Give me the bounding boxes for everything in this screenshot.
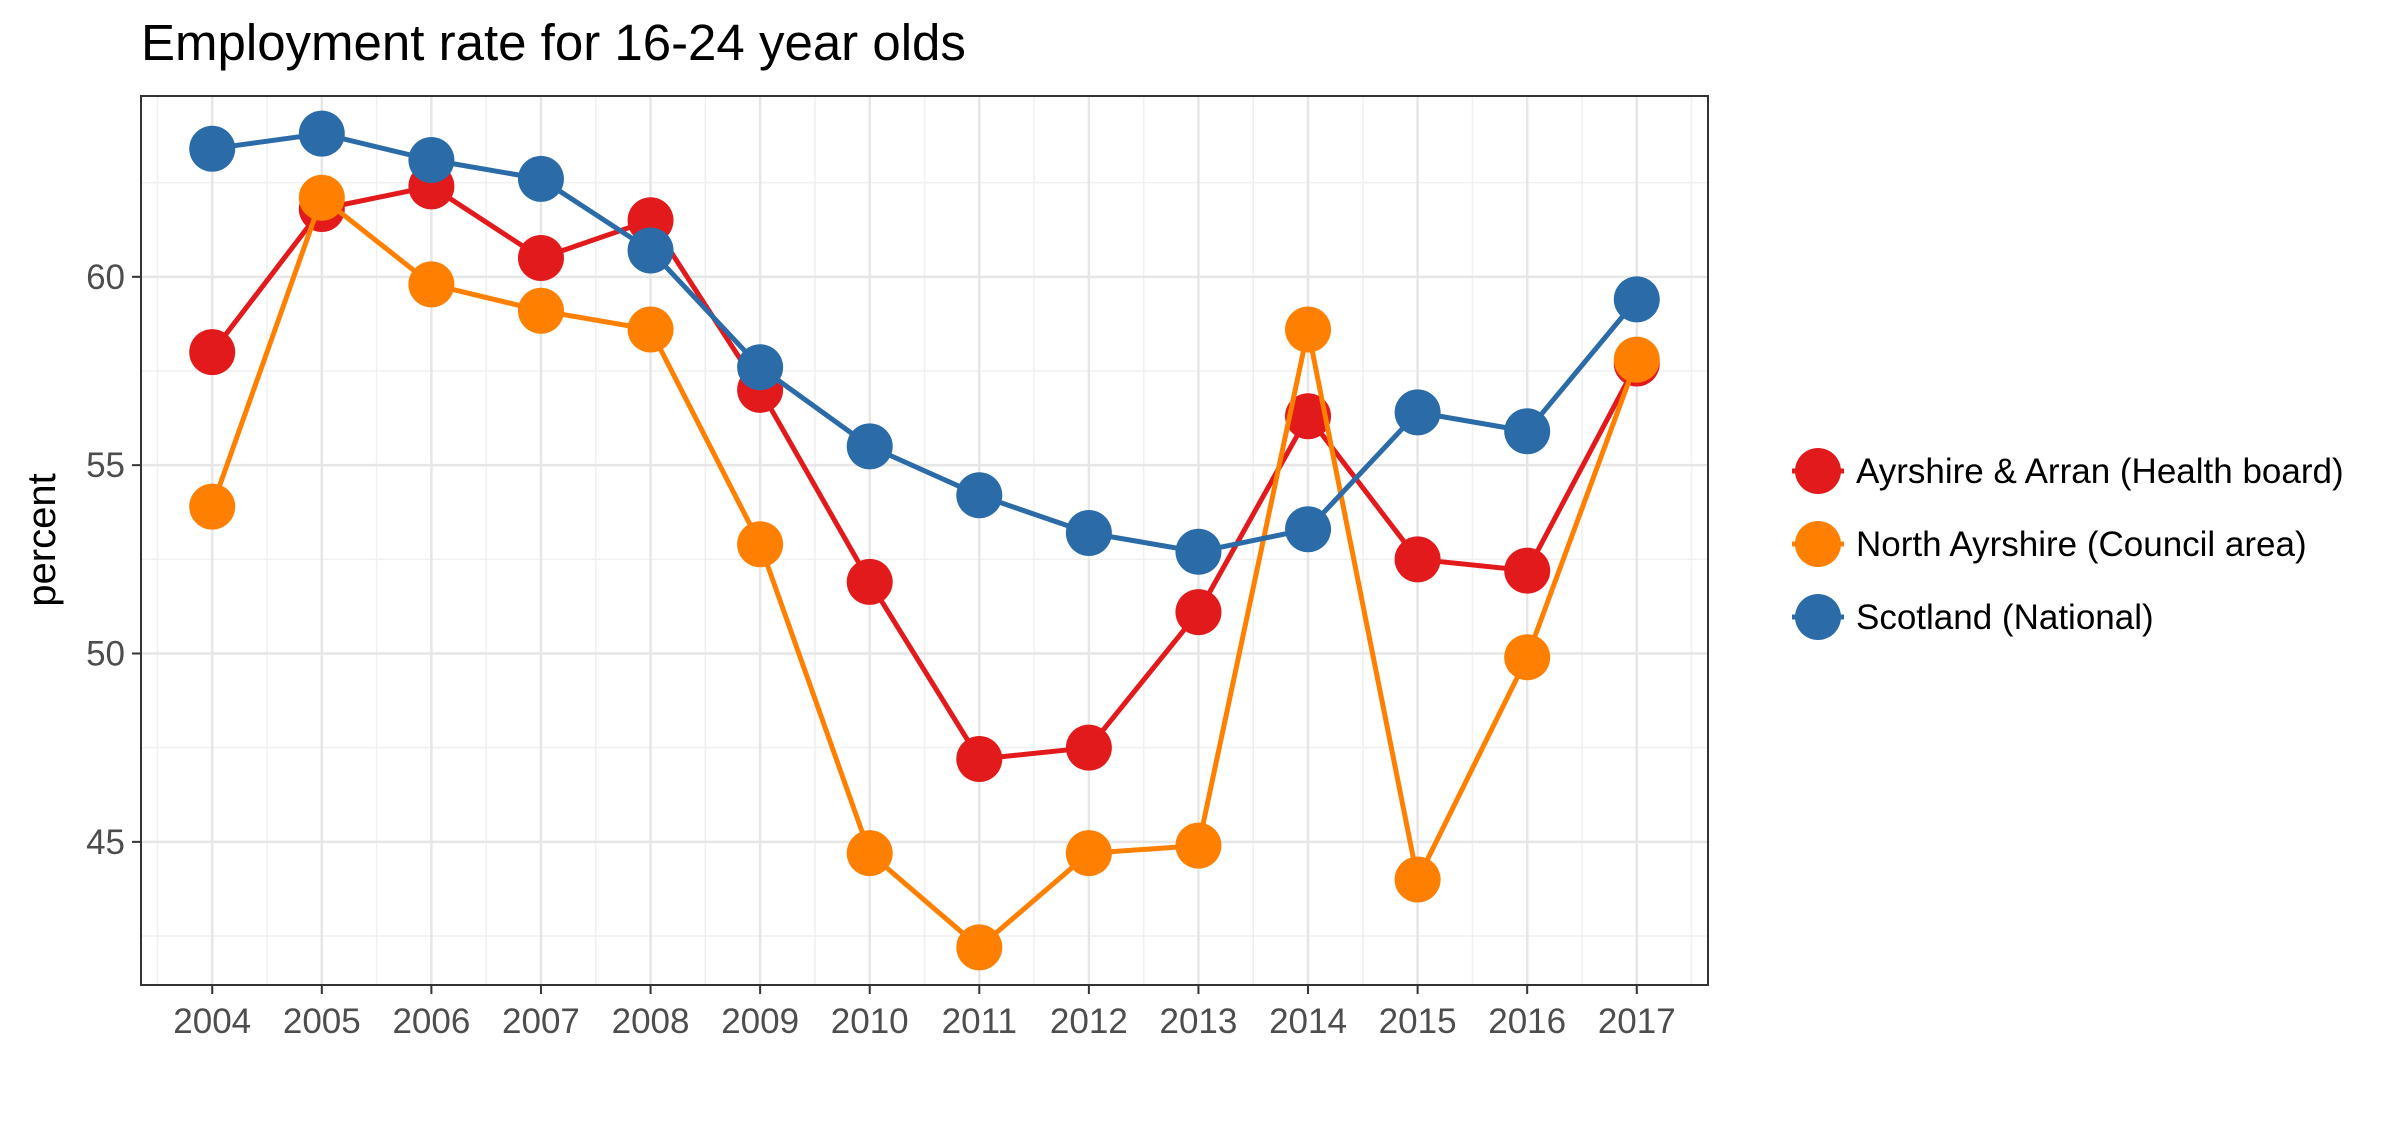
data-point [1504, 634, 1551, 681]
x-tick-label: 2006 [392, 1002, 470, 1041]
data-point [1285, 306, 1332, 353]
data-point [189, 329, 236, 376]
data-point [1394, 536, 1441, 583]
series-group [189, 174, 1660, 971]
data-point [737, 344, 784, 391]
data-point [1175, 528, 1222, 575]
x-tick-label: 2010 [831, 1002, 909, 1041]
legend-item: Ayrshire & Arran (Health board) [1792, 448, 2344, 494]
x-tick-label: 2013 [1160, 1002, 1238, 1041]
data-point [1394, 389, 1441, 436]
grid-lines [141, 96, 1708, 985]
data-point [1175, 822, 1222, 869]
legend-key-point [1795, 594, 1841, 640]
data-point [1504, 547, 1551, 594]
y-tick-label: 60 [86, 258, 125, 297]
x-tick-label: 2014 [1269, 1002, 1347, 1041]
y-tick-label: 45 [86, 823, 125, 862]
data-point [737, 521, 784, 568]
x-tick-label: 2015 [1379, 1002, 1457, 1041]
x-tick-label: 2004 [173, 1002, 251, 1041]
x-tick-label: 2016 [1488, 1002, 1566, 1041]
data-point [517, 234, 564, 281]
x-tick-label: 2017 [1598, 1002, 1676, 1041]
data-point [627, 227, 674, 274]
legend-key-point [1795, 521, 1841, 567]
data-point [189, 125, 236, 172]
data-point [956, 472, 1003, 519]
x-tick-label: 2009 [721, 1002, 799, 1041]
data-point [846, 558, 893, 605]
data-point [408, 261, 455, 308]
data-point [1285, 393, 1332, 440]
x-tick-label: 2012 [1050, 1002, 1128, 1041]
chart-title: Employment rate for 16-24 year olds [141, 14, 966, 71]
x-tick-label: 2011 [942, 1002, 1017, 1041]
data-point [627, 306, 674, 353]
data-point [1613, 336, 1660, 383]
legend-label: Scotland (National) [1856, 598, 2154, 637]
data-point [956, 924, 1003, 971]
y-tick-label: 50 [86, 635, 125, 674]
plot-panel-border [140, 95, 1709, 986]
data-point [1065, 509, 1112, 556]
x-tick-label: 2007 [502, 1002, 580, 1041]
legend-label: Ayrshire & Arran (Health board) [1856, 452, 2344, 491]
data-point [298, 110, 345, 157]
legend-key-point [1795, 448, 1841, 494]
data-point [517, 155, 564, 202]
x-tick-label: 2005 [283, 1002, 361, 1041]
data-point [1613, 276, 1660, 323]
series-layer [189, 110, 1660, 971]
data-point [408, 137, 455, 184]
y-tick-label: 55 [86, 446, 125, 485]
data-point [1504, 408, 1551, 455]
legend-item: Scotland (National) [1792, 594, 2154, 640]
x-tick-label: 2008 [612, 1002, 690, 1041]
data-point [1285, 506, 1332, 553]
legend-label: North Ayrshire (Council area) [1856, 525, 2307, 564]
legend: Ayrshire & Arran (Health board) North Ayr… [1792, 448, 2344, 640]
axes: 2004 2005 2006 2007 2008 2009 2010 2011 2012 2013… [86, 258, 1676, 1041]
legend-item: North Ayrshire (Council area) [1792, 521, 2307, 567]
data-point [1394, 856, 1441, 903]
data-point [846, 830, 893, 877]
data-point [1065, 830, 1112, 877]
data-point [956, 735, 1003, 782]
y-axis-title: percent [20, 473, 64, 606]
data-point [1175, 589, 1222, 636]
data-point [846, 423, 893, 470]
series-group [189, 110, 1660, 575]
data-point [517, 287, 564, 334]
data-point [298, 174, 345, 221]
data-point [189, 483, 236, 530]
data-point [1065, 724, 1112, 771]
